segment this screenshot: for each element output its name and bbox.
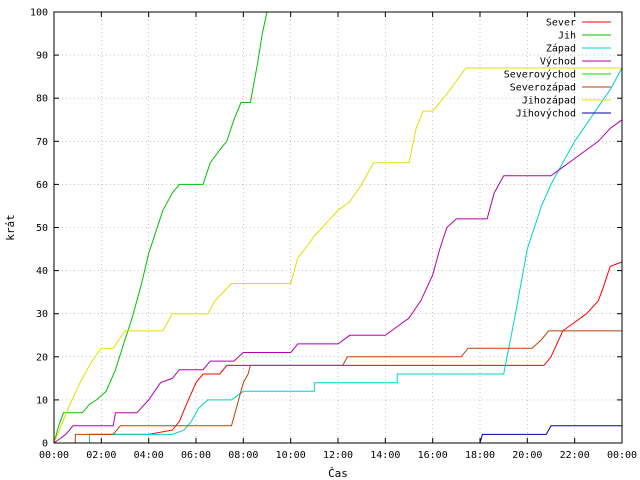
legend-label: Jih <box>558 31 576 42</box>
x-tick-label: 16:00 <box>418 450 448 461</box>
tick-labels: 0 10 20 30 40 50 60 70 80 90 100 00:00 02:00 04:00 06:… <box>30 8 637 462</box>
y-tick-label: 100 <box>30 8 48 19</box>
legend-label: Sever <box>546 18 576 29</box>
y-tick-label: 70 <box>36 137 48 148</box>
series-line-1 <box>54 261 623 444</box>
series-line-6 <box>54 330 622 444</box>
y-tick-label: 40 <box>36 266 48 277</box>
legend-label: Severozápad <box>510 82 576 94</box>
legend-label: Východ <box>540 56 576 68</box>
x-tick-label: 00:00 <box>607 450 637 461</box>
series-lines <box>53 11 623 444</box>
y-tick-label: 80 <box>36 94 48 105</box>
y-tick-label: 20 <box>36 352 48 363</box>
series-line-4 <box>53 119 623 444</box>
y-tick-label: 60 <box>36 180 48 191</box>
y-tick-label: 10 <box>36 395 48 406</box>
y-axis-label: krát <box>4 214 17 241</box>
x-tick-label: 00:00 <box>39 450 69 461</box>
legend-label: Severovýchod <box>504 69 576 81</box>
x-axis-label: Čas <box>328 467 348 480</box>
x-tick-label: 10:00 <box>276 450 306 461</box>
x-tick-label: 18:00 <box>465 450 495 461</box>
series-line-3 <box>54 67 623 444</box>
x-tick-label: 02:00 <box>86 450 116 461</box>
series-line-7 <box>53 67 622 444</box>
x-tick-label: 12:00 <box>323 450 353 461</box>
legend: Sever JihZápadVýchodSeverovýchodSeverozáp… <box>504 18 611 120</box>
tick-marks <box>53 11 623 444</box>
y-tick-label: 50 <box>36 223 48 234</box>
x-tick-label: 08:00 <box>228 450 258 461</box>
x-tick-label: 14:00 <box>370 450 400 461</box>
x-tick-label: 22:00 <box>560 450 590 461</box>
legend-label: Jihozápad <box>522 95 576 107</box>
x-tick-label: 04:00 <box>134 450 164 461</box>
x-tick-label: 06:00 <box>181 450 211 461</box>
legend-label: Západ <box>546 43 576 55</box>
series-line-2 <box>53 11 268 444</box>
y-tick-label: 30 <box>36 309 48 320</box>
legend-label: Jihovýchod <box>516 108 576 120</box>
y-tick-label: 90 <box>36 51 48 62</box>
grid-lines <box>54 12 622 443</box>
y-tick-label: 0 <box>42 439 48 450</box>
x-tick-label: 20:00 <box>512 450 542 461</box>
